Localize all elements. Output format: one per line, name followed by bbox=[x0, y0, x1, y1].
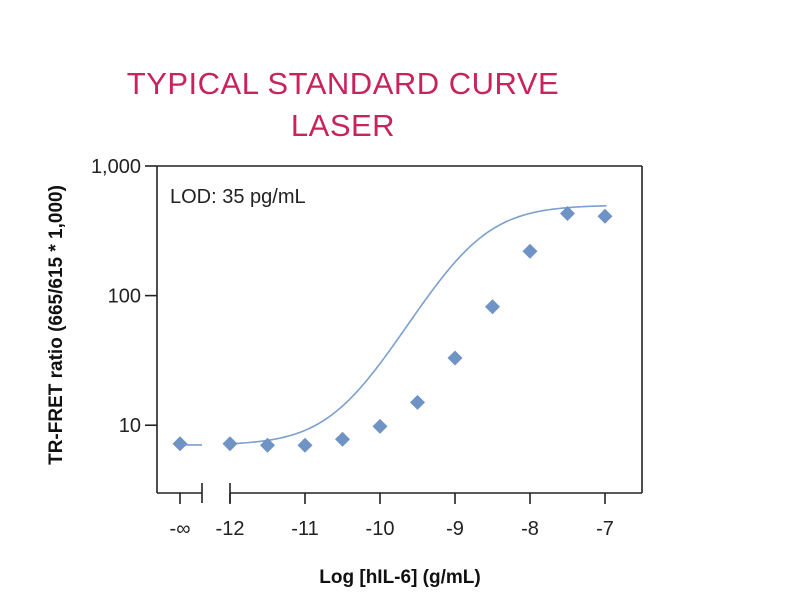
x-tick-label: -9 bbox=[446, 518, 464, 540]
lod-annotation: LOD: 35 pg/mL bbox=[170, 186, 306, 208]
x-tick-label: -12 bbox=[216, 518, 245, 540]
x-tick-label: -7 bbox=[596, 518, 614, 540]
data-point bbox=[447, 350, 463, 366]
data-point bbox=[597, 208, 613, 224]
data-point bbox=[410, 394, 425, 410]
data-point-blank bbox=[172, 436, 188, 452]
y-axis-ticks: 10 100 1,000 bbox=[91, 156, 157, 437]
data-point bbox=[260, 437, 275, 453]
chart-title-line-1: TYPICAL STANDARD CURVE bbox=[126, 66, 560, 101]
data-point bbox=[297, 437, 313, 453]
x-tick-label: -11 bbox=[291, 518, 318, 540]
x-axis-title: Log [hIL-6] (g/mL) bbox=[319, 567, 480, 588]
data-point bbox=[522, 243, 538, 259]
data-point bbox=[485, 299, 500, 315]
y-tick-label: 1,000 bbox=[91, 156, 141, 178]
fit-curve-line bbox=[174, 204, 607, 446]
x-axis-ticks: -∞ -12 -11 -10 -9 -8 -7 bbox=[170, 493, 614, 540]
data-points bbox=[172, 206, 613, 453]
data-point bbox=[372, 418, 388, 434]
data-point bbox=[335, 431, 350, 447]
y-tick-label: 100 bbox=[108, 286, 141, 308]
x-tick-label-neg-infinity: -∞ bbox=[170, 518, 191, 540]
data-point bbox=[560, 206, 575, 222]
y-tick-label: 10 bbox=[119, 415, 141, 437]
data-point bbox=[222, 436, 238, 452]
x-tick-label: -10 bbox=[366, 518, 395, 540]
chart-title-line-2: LASER bbox=[290, 108, 396, 143]
x-tick-label: -8 bbox=[521, 518, 539, 540]
y-axis-title: TR-FRET ratio (665/615 * 1,000) bbox=[46, 185, 67, 465]
